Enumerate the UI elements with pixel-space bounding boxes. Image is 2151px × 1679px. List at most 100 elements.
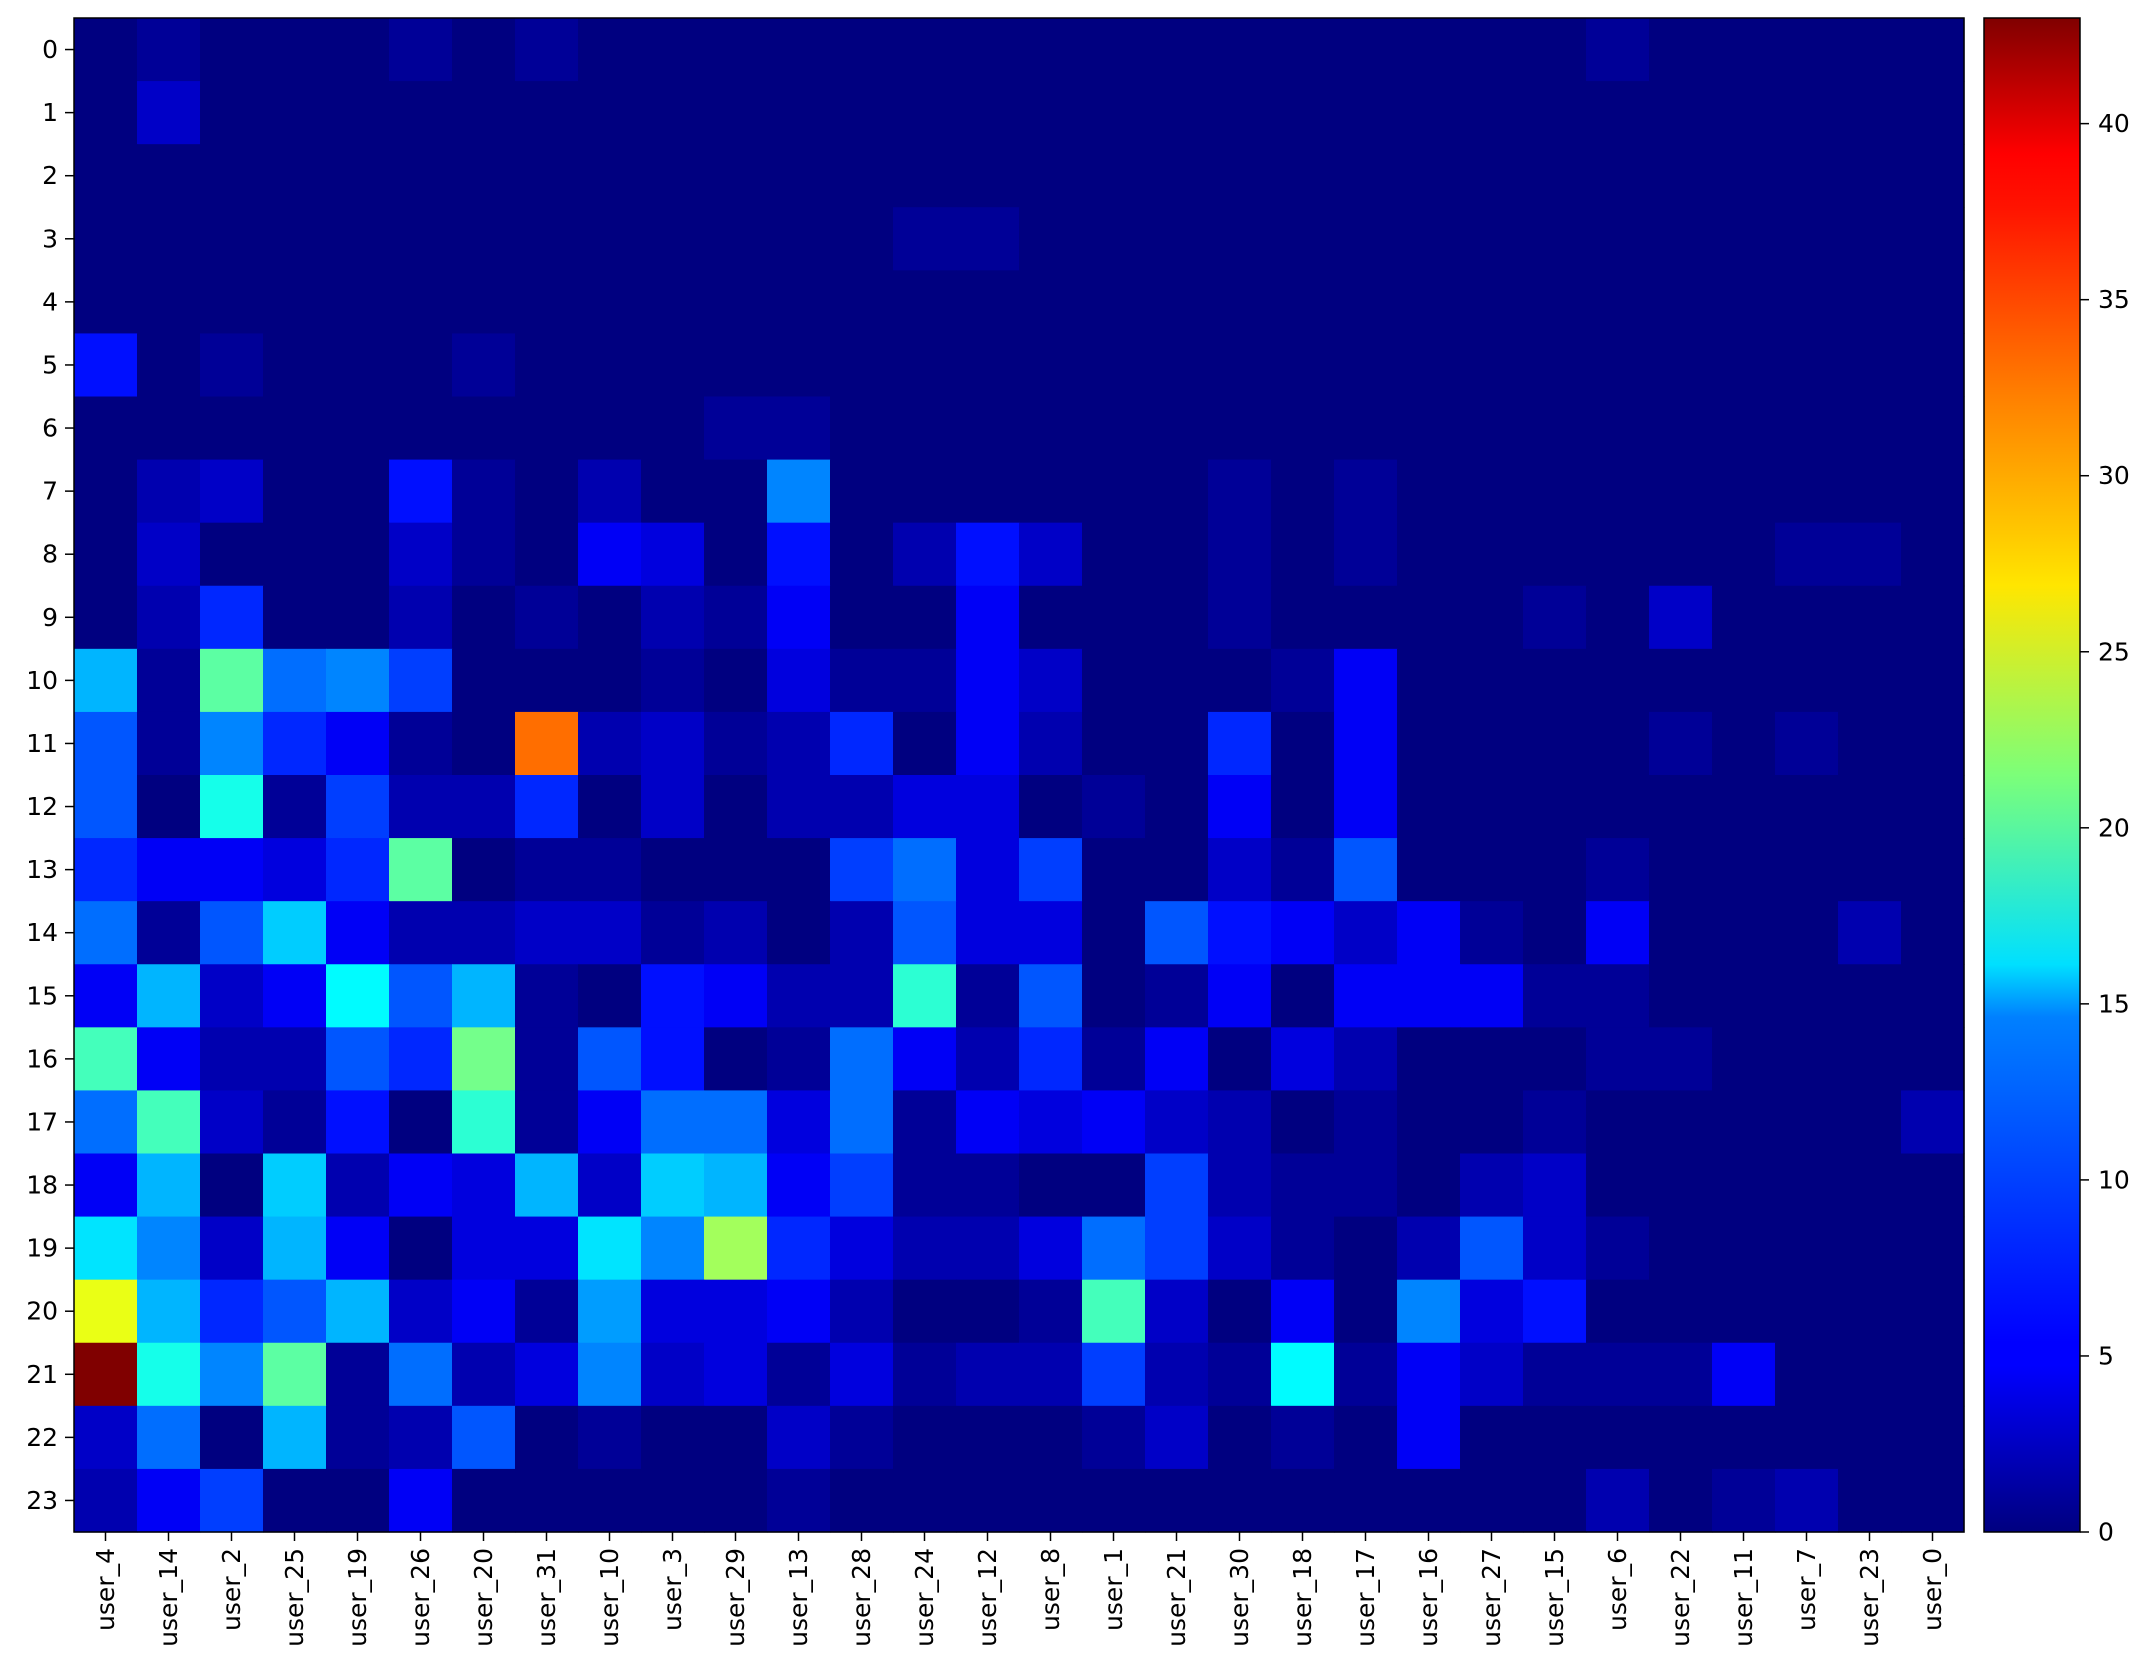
heatmap-cell — [263, 585, 327, 650]
heatmap-cell — [704, 1405, 768, 1470]
heatmap-cell — [1586, 396, 1650, 461]
heatmap-cell — [830, 396, 894, 461]
heatmap-cell — [1082, 1468, 1146, 1533]
heatmap-cell — [74, 964, 138, 1028]
heatmap-cell — [1145, 838, 1209, 902]
heatmap-cell — [1019, 648, 1083, 713]
heatmap-cell — [1334, 648, 1398, 713]
heatmap-cell — [1523, 648, 1587, 713]
heatmap-cell — [515, 1090, 579, 1155]
x-tick-label: user_7 — [1792, 1548, 1821, 1631]
x-axis: user_4 user_14 user_2 user_25 user_19 user_26… — [91, 1532, 1947, 1647]
heatmap-cell — [1901, 1090, 1965, 1155]
heatmap-cell — [893, 901, 957, 965]
heatmap-cell — [704, 711, 768, 776]
heatmap-cell — [1649, 270, 1713, 335]
heatmap-cell — [74, 18, 138, 82]
heatmap-cell — [1775, 396, 1839, 461]
heatmap-cell — [1460, 522, 1524, 587]
heatmap-cell — [263, 396, 327, 461]
heatmap-cell — [326, 1090, 390, 1155]
heatmap-cell — [767, 333, 831, 398]
heatmap-cell — [1586, 207, 1650, 271]
heatmap-cell — [1901, 81, 1965, 145]
heatmap-cell — [1397, 901, 1461, 965]
heatmap-cell — [1208, 648, 1272, 713]
heatmap-cell — [956, 207, 1020, 271]
heatmap-cell — [452, 81, 516, 145]
heatmap-cell — [704, 775, 768, 839]
heatmap-cell — [326, 1342, 390, 1407]
heatmap-cell — [1649, 81, 1713, 145]
heatmap-cell — [1082, 396, 1146, 461]
heatmap-cell — [137, 18, 201, 82]
heatmap-cell — [1901, 396, 1965, 461]
heatmap-cell — [1586, 901, 1650, 965]
x-tick-label: user_30 — [1225, 1548, 1254, 1647]
heatmap-cell — [1397, 648, 1461, 713]
colorbar-tick-label: 15 — [2098, 989, 2130, 1018]
heatmap-cell — [1712, 838, 1776, 902]
heatmap-cell — [1586, 775, 1650, 839]
heatmap-cell — [1145, 1216, 1209, 1281]
heatmap-cell — [263, 459, 327, 524]
heatmap-cell — [1838, 1468, 1902, 1533]
heatmap-cell — [1397, 1027, 1461, 1092]
heatmap-cell — [1271, 1342, 1335, 1407]
heatmap-cell — [1145, 1090, 1209, 1155]
x-tick-label: user_31 — [532, 1548, 561, 1647]
heatmap-cell — [200, 775, 264, 839]
x-tick-label: user_27 — [1477, 1548, 1506, 1647]
heatmap-cell — [1838, 522, 1902, 587]
heatmap-cell — [1775, 144, 1839, 208]
heatmap-cell — [704, 1468, 768, 1533]
heatmap-cell — [263, 522, 327, 587]
heatmap-cell — [515, 1468, 579, 1533]
heatmap-cell — [704, 459, 768, 524]
heatmap-cell — [767, 648, 831, 713]
heatmap-cell — [74, 1279, 138, 1344]
heatmap-cell — [326, 1468, 390, 1533]
heatmap-cell — [1775, 1342, 1839, 1407]
heatmap-cell — [263, 81, 327, 145]
colorbar-ticks: 0 5 10 15 20 25 30 35 40 — [2080, 109, 2130, 1547]
colorbar-tick-label: 20 — [2098, 813, 2130, 842]
heatmap-cell — [830, 1027, 894, 1092]
heatmap-cell — [830, 333, 894, 398]
heatmap-cell — [1523, 1405, 1587, 1470]
heatmap-cell — [1649, 964, 1713, 1028]
heatmap-cell — [1460, 838, 1524, 902]
heatmap-cell — [452, 522, 516, 587]
heatmap-cell — [1838, 1027, 1902, 1092]
heatmap-cell — [1775, 901, 1839, 965]
heatmap-cell — [1208, 901, 1272, 965]
heatmap-cell — [74, 1216, 138, 1281]
heatmap-cell — [1082, 838, 1146, 902]
heatmap-cell — [1145, 207, 1209, 271]
heatmap-cell — [452, 838, 516, 902]
y-tick-label: 21 — [26, 1360, 58, 1389]
y-tick-label: 11 — [26, 729, 58, 758]
heatmap-cell — [1334, 1405, 1398, 1470]
heatmap-cell — [1334, 901, 1398, 965]
heatmap-cell — [389, 333, 453, 398]
heatmap-cell — [1271, 648, 1335, 713]
heatmap-cell — [74, 711, 138, 776]
heatmap-cell — [956, 333, 1020, 398]
y-tick-label: 20 — [26, 1297, 58, 1326]
heatmap-cell — [830, 1405, 894, 1470]
heatmap-cell — [1586, 585, 1650, 650]
heatmap-cell — [137, 1279, 201, 1344]
heatmap-cell — [1145, 333, 1209, 398]
heatmap-cell — [1523, 18, 1587, 82]
heatmap-cell — [137, 1027, 201, 1092]
heatmap-cell — [1523, 459, 1587, 524]
heatmap-cell — [1397, 775, 1461, 839]
heatmap-cell — [1397, 333, 1461, 398]
heatmap-cell — [1019, 1342, 1083, 1407]
x-tick-label: user_26 — [406, 1548, 435, 1647]
heatmap-cell — [1145, 144, 1209, 208]
heatmap-cell — [956, 964, 1020, 1028]
heatmap-cell — [1334, 459, 1398, 524]
heatmap-cell — [1775, 1468, 1839, 1533]
